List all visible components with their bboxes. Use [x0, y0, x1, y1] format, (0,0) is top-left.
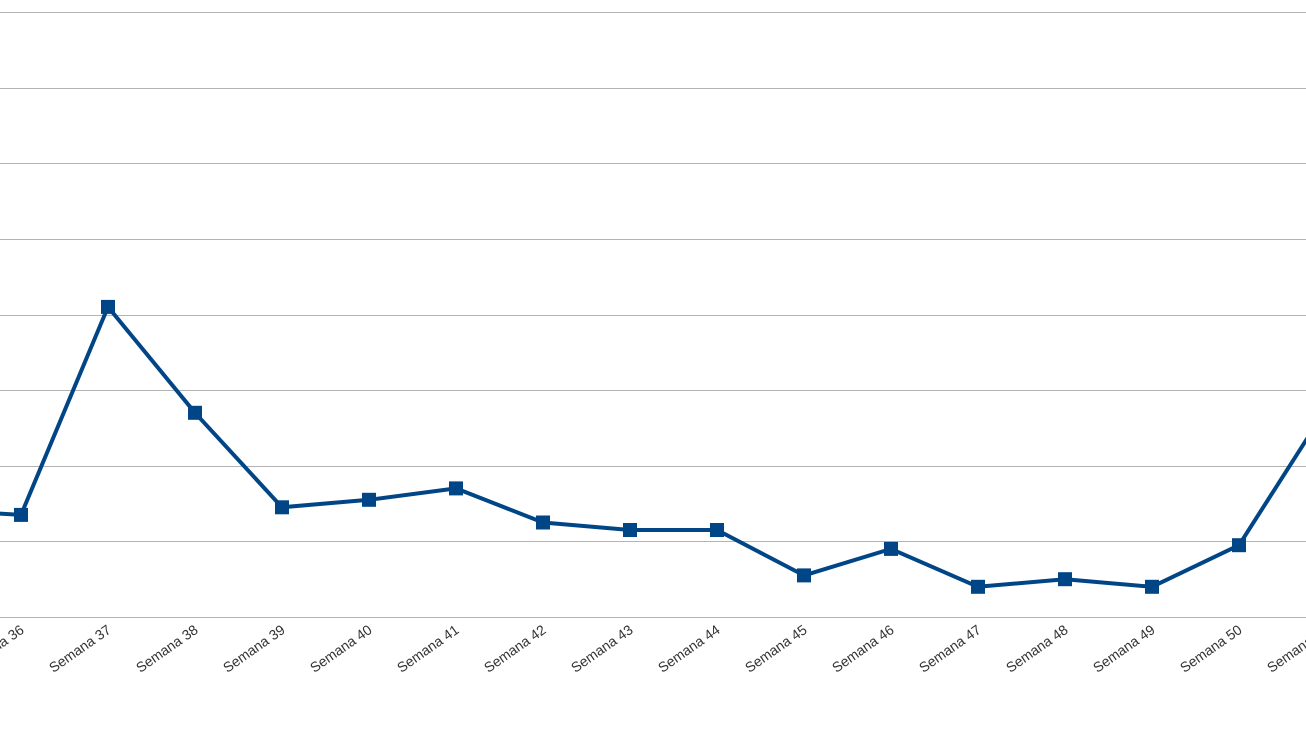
- data-point-marker: [710, 523, 724, 537]
- x-tick-label: Semana 37: [46, 621, 114, 675]
- data-point-marker: [275, 500, 289, 515]
- x-tick-label: Semana 50: [1177, 621, 1245, 675]
- data-point-marker: [536, 515, 550, 530]
- x-tick-label: Semana 49: [1090, 621, 1158, 675]
- x-tick-label: Semana 43: [568, 621, 636, 675]
- series-markers: [14, 299, 1246, 594]
- data-point-marker: [623, 523, 637, 537]
- data-point-marker: [1232, 538, 1246, 553]
- x-tick-label: Semana 45: [742, 621, 810, 675]
- data-point-marker: [14, 507, 28, 522]
- x-tick-label: Semana 48: [1003, 621, 1071, 675]
- x-tick-label: Semana 44: [655, 621, 723, 675]
- series-line: [0, 304, 1306, 589]
- data-point-marker: [1058, 572, 1072, 587]
- x-tick-label: Semana 46: [829, 621, 897, 675]
- x-tick-label: Semana 51: [1264, 621, 1306, 675]
- x-tick-label: Semana 40: [307, 621, 375, 675]
- x-tick-label: Semana 47: [916, 621, 984, 675]
- data-point-marker: [797, 568, 811, 583]
- x-tick-label: Semana 39: [220, 621, 288, 675]
- data-point-marker: [884, 541, 898, 556]
- x-tick-label: Semana 36: [0, 621, 27, 675]
- data-point-marker: [188, 405, 202, 420]
- data-point-marker: [1145, 579, 1159, 594]
- series-line-layer: [0, 304, 1306, 589]
- data-point-marker: [101, 299, 115, 314]
- x-tick-label: Semana 38: [133, 621, 201, 675]
- data-point-marker: [971, 579, 985, 594]
- data-point-marker: [449, 481, 463, 496]
- x-axis-tick-labels: Semana 36 Semana 37 Semana 38 Semana 39 Sema…: [0, 621, 1306, 675]
- data-point-marker: [362, 492, 376, 507]
- x-tick-label: Semana 41: [394, 621, 462, 675]
- x-tick-label: Semana 42: [481, 621, 549, 675]
- gridlines: [0, 12, 1306, 618]
